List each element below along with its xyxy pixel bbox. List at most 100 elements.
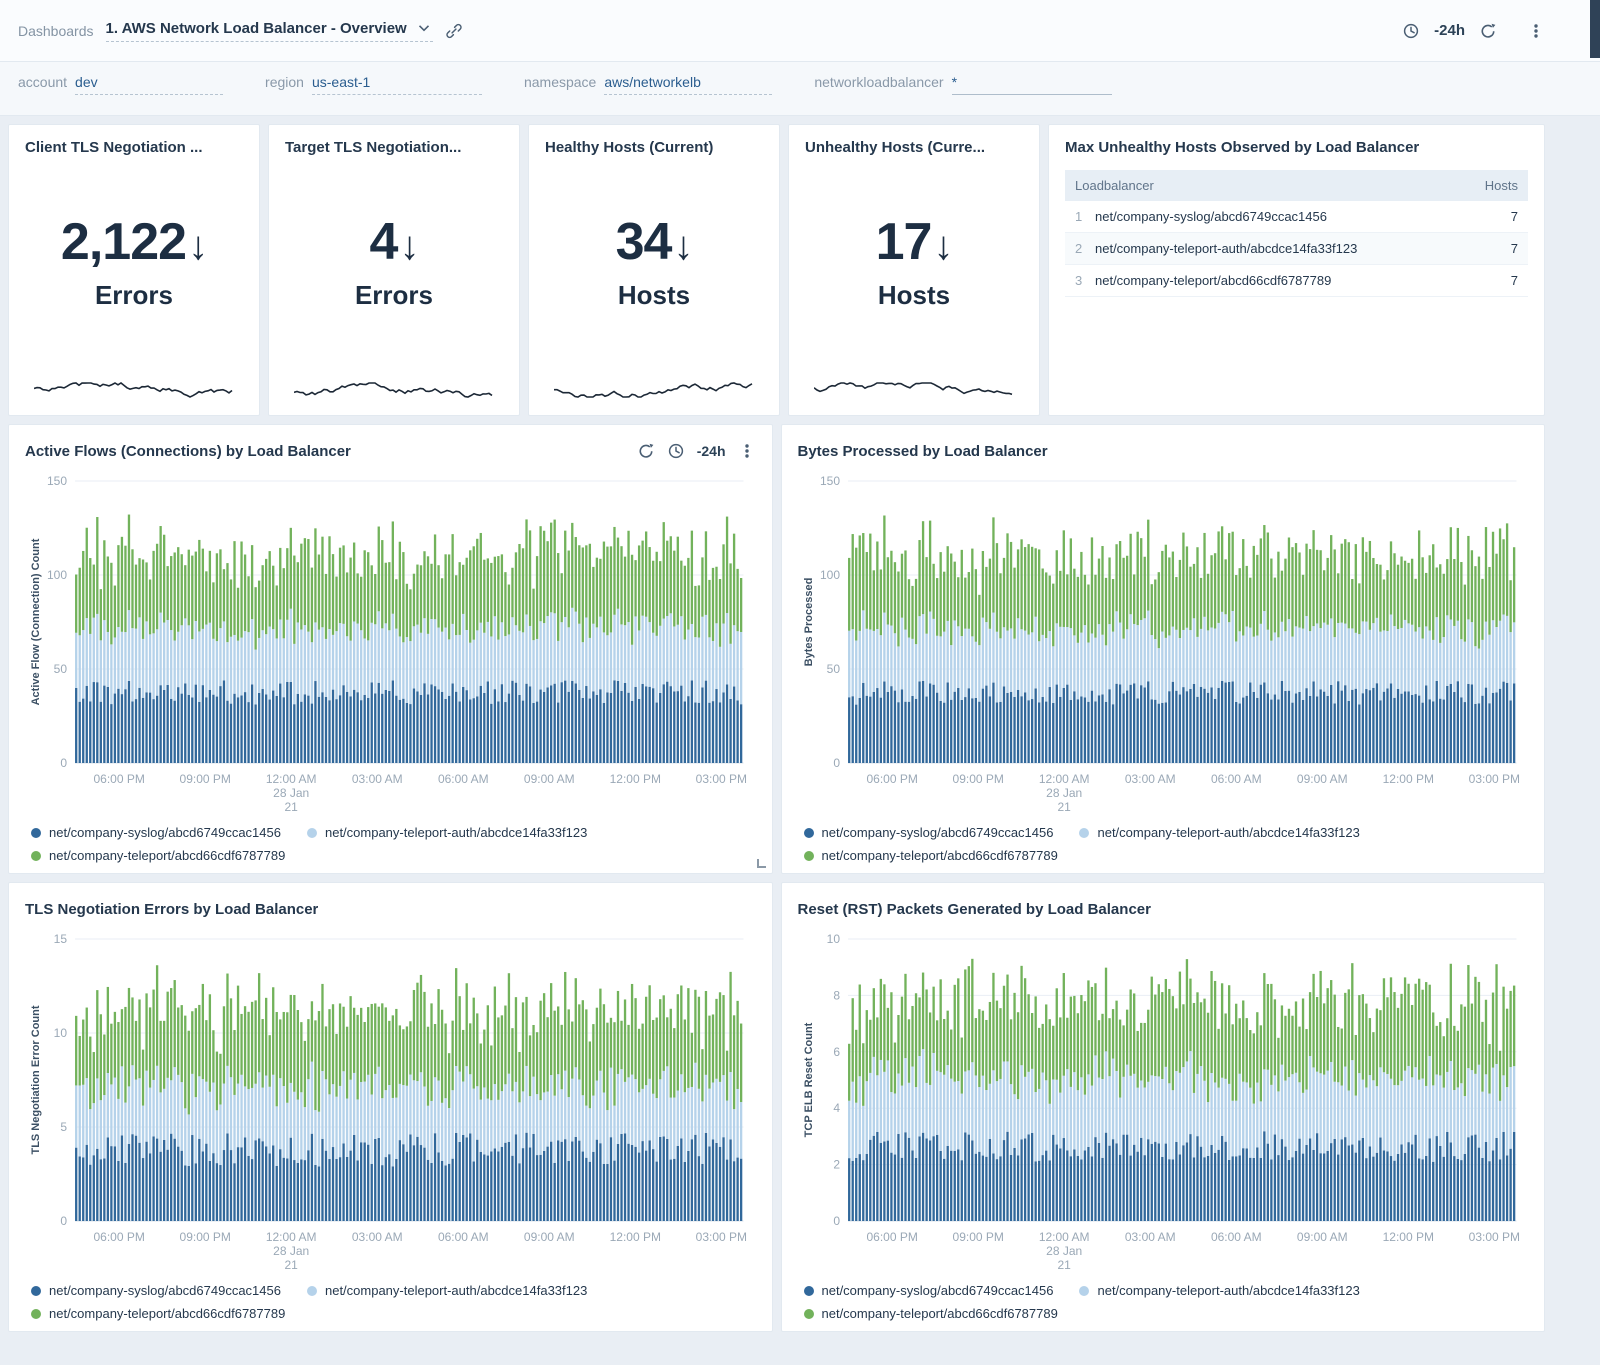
svg-text:6: 6	[833, 1045, 840, 1059]
charts-row-2: TLS Negotiation Errors by Load Balancer0…	[8, 882, 1545, 1332]
filter-input[interactable]: *	[952, 74, 1112, 95]
legend-dot	[1079, 1286, 1089, 1296]
kebab-menu-icon[interactable]	[1527, 22, 1545, 40]
time-range[interactable]: -24h	[1434, 22, 1465, 39]
trend-down-icon: ↓	[673, 224, 692, 268]
legend-item[interactable]: net/company-teleport/abcd66cdf6787789	[31, 1306, 285, 1321]
svg-text:06:00 PM: 06:00 PM	[866, 772, 917, 786]
svg-text:28 Jan: 28 Jan	[1046, 1244, 1082, 1258]
svg-text:21: 21	[285, 800, 299, 814]
legend-item[interactable]: net/company-teleport-auth/abcdce14fa33f1…	[307, 1283, 587, 1298]
filter-label: namespace	[524, 74, 596, 90]
legend-dot	[31, 851, 41, 861]
svg-text:4: 4	[833, 1101, 840, 1115]
svg-text:28 Jan: 28 Jan	[1046, 786, 1082, 800]
legend-dot	[31, 1286, 41, 1296]
chart-legend: net/company-syslog/abcd6749ccac1456 net/c…	[798, 825, 1529, 863]
chart-panel: TLS Negotiation Errors by Load Balancer0…	[8, 882, 773, 1332]
topbar-left: Dashboards 1. AWS Network Load Balancer …	[18, 19, 1402, 42]
svg-text:03:00 PM: 03:00 PM	[696, 772, 747, 786]
legend-item[interactable]: net/company-teleport/abcd66cdf6787789	[804, 1306, 1058, 1321]
svg-text:50: 50	[826, 662, 840, 676]
time-range[interactable]: -24h	[697, 443, 726, 459]
svg-text:09:00 AM: 09:00 AM	[1296, 1230, 1347, 1244]
table-row[interactable]: 3net/company-teleport/abcd66cdf67877897	[1065, 265, 1528, 297]
chart-legend: net/company-syslog/abcd6749ccac1456 net/c…	[798, 1283, 1529, 1321]
chart-head: TLS Negotiation Errors by Load Balancer	[25, 895, 756, 923]
filter-value-text: us-east-1	[312, 74, 370, 90]
legend-item[interactable]: net/company-syslog/abcd6749ccac1456	[31, 825, 281, 840]
legend-item[interactable]: net/company-syslog/abcd6749ccac1456	[31, 1283, 281, 1298]
resize-handle[interactable]	[757, 859, 766, 868]
top-bar: Dashboards 1. AWS Network Load Balancer …	[0, 0, 1600, 62]
chart-head: Active Flows (Connections) by Load Balan…	[25, 437, 756, 465]
svg-text:09:00 AM: 09:00 AM	[524, 1230, 575, 1244]
refresh-icon[interactable]	[1479, 22, 1497, 40]
svg-text:12:00 PM: 12:00 PM	[1382, 772, 1433, 786]
stats-row: Client TLS Negotiation ...2,122↓ErrorsTa…	[8, 124, 1545, 416]
column-header-loadbalancer[interactable]: Loadbalancer	[1065, 170, 1458, 201]
sparkline	[34, 379, 234, 401]
filter-label: account	[18, 74, 67, 90]
svg-text:10: 10	[826, 932, 840, 946]
svg-text:21: 21	[1057, 1258, 1071, 1272]
filter-input[interactable]: us-east-1	[312, 74, 482, 95]
column-header-hosts[interactable]: Hosts	[1458, 170, 1528, 201]
filter-input[interactable]: dev	[75, 74, 223, 95]
svg-text:Bytes Processed: Bytes Processed	[803, 578, 815, 667]
refresh-icon[interactable]	[637, 442, 655, 460]
clock-icon[interactable]	[667, 442, 685, 460]
kebab-menu-icon[interactable]	[738, 442, 756, 460]
legend-item[interactable]: net/company-teleport-auth/abcdce14fa33f1…	[1079, 825, 1359, 840]
legend-item[interactable]: net/company-teleport-auth/abcdce14fa33f1…	[307, 825, 587, 840]
loadbalancer-name: net/company-syslog/abcd6749ccac1456	[1085, 201, 1458, 233]
svg-text:150: 150	[47, 474, 67, 488]
svg-text:09:00 PM: 09:00 PM	[952, 1230, 1003, 1244]
scrollbar-thumb[interactable]	[1590, 0, 1600, 58]
svg-text:Active Flow (Connection) Count: Active Flow (Connection) Count	[30, 538, 42, 705]
chart-canvas: 051015TLS Negotiation Error Count06:00 P…	[25, 925, 756, 1281]
filter-networkloadbalancer: networkloadbalancer *	[814, 74, 1111, 95]
filter-label: networkloadbalancer	[814, 74, 943, 90]
legend-item[interactable]: net/company-syslog/abcd6749ccac1456	[804, 825, 1054, 840]
svg-text:100: 100	[819, 568, 839, 582]
chart-canvas: 050100150Bytes Processed06:00 PM09:00 PM…	[798, 467, 1529, 823]
legend-dot	[31, 828, 41, 838]
loadbalancer-table: Loadbalancer Hosts 1net/company-syslog/a…	[1065, 170, 1528, 297]
legend-item[interactable]: net/company-teleport/abcd66cdf6787789	[804, 848, 1058, 863]
dashboards-breadcrumb[interactable]: Dashboards	[18, 23, 94, 39]
filter-account: account dev	[18, 74, 223, 95]
clock-icon[interactable]	[1402, 22, 1420, 40]
legend-item[interactable]: net/company-teleport-auth/abcdce14fa33f1…	[1079, 1283, 1359, 1298]
svg-text:TLS Negotiation Error Count: TLS Negotiation Error Count	[30, 1005, 42, 1154]
svg-text:12:00 AM: 12:00 AM	[1038, 1230, 1089, 1244]
svg-text:12:00 AM: 12:00 AM	[266, 1230, 317, 1244]
svg-text:TCP ELB Reset Count: TCP ELB Reset Count	[803, 1022, 815, 1137]
svg-text:50: 50	[54, 662, 68, 676]
legend-dot	[804, 1309, 814, 1319]
legend-label: net/company-teleport-auth/abcdce14fa33f1…	[325, 1283, 587, 1298]
table-row[interactable]: 2net/company-teleport-auth/abcdce14fa33f…	[1065, 233, 1528, 265]
loadbalancer-name: net/company-teleport-auth/abcdce14fa33f1…	[1085, 233, 1458, 265]
legend-label: net/company-syslog/abcd6749ccac1456	[822, 825, 1054, 840]
chart-toolbar: -24h	[637, 442, 756, 460]
table-row[interactable]: 1net/company-syslog/abcd6749ccac14567	[1065, 201, 1528, 233]
svg-text:0: 0	[60, 756, 67, 770]
filter-value-text: dev	[75, 74, 98, 90]
legend-item[interactable]: net/company-teleport/abcd66cdf6787789	[31, 848, 285, 863]
stat-value-number: 2,122	[61, 213, 186, 271]
stat-value: 34↓	[616, 216, 693, 268]
legend-label: net/company-syslog/abcd6749ccac1456	[49, 1283, 281, 1298]
dashboard-selector[interactable]: 1. AWS Network Load Balancer - Overview	[106, 19, 433, 42]
filter-input[interactable]: aws/networkelb	[604, 74, 772, 95]
legend-item[interactable]: net/company-syslog/abcd6749ccac1456	[804, 1283, 1054, 1298]
panel-title: Max Unhealthy Hosts Observed by Load Bal…	[1065, 139, 1528, 156]
link-icon[interactable]	[445, 22, 463, 40]
svg-text:06:00 AM: 06:00 AM	[438, 772, 489, 786]
chart-panel: Active Flows (Connections) by Load Balan…	[8, 424, 773, 874]
loadbalancer-name: net/company-teleport/abcd66cdf6787789	[1085, 265, 1458, 297]
svg-text:21: 21	[285, 1258, 299, 1272]
svg-text:06:00 AM: 06:00 AM	[438, 1230, 489, 1244]
svg-text:12:00 AM: 12:00 AM	[1038, 772, 1089, 786]
svg-text:09:00 AM: 09:00 AM	[524, 772, 575, 786]
